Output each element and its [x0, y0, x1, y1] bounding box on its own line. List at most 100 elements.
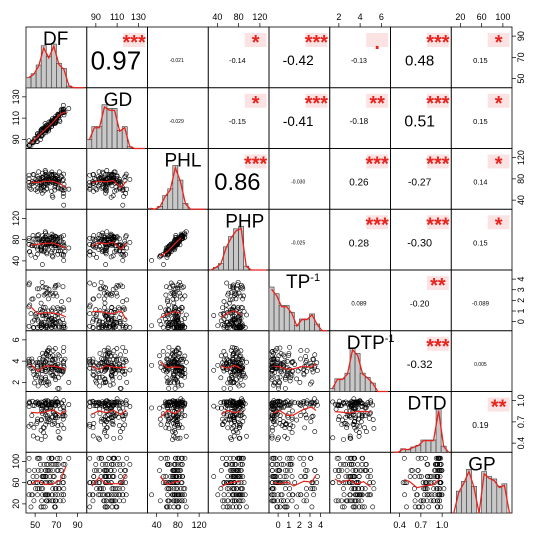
scatter-point [367, 480, 373, 486]
scatter-point [93, 314, 99, 320]
scatter-point [351, 455, 357, 461]
scatter-point [166, 486, 171, 492]
scatter-point [312, 486, 317, 492]
scatter-point [104, 354, 110, 360]
scatter-point [229, 486, 235, 492]
scatter-point [101, 498, 107, 504]
scatter-point [104, 474, 110, 479]
scatter-point [286, 461, 292, 467]
scatter-point [336, 455, 342, 461]
scatter-point [35, 246, 41, 252]
scatter-point [60, 284, 66, 290]
scatter-point [232, 498, 237, 504]
scatter-point [238, 325, 244, 330]
scatter-point [177, 290, 182, 296]
scatter-point [101, 368, 107, 374]
axis-tick-label: 90 [73, 520, 83, 530]
scatter-point [237, 474, 243, 479]
scatter-point [91, 188, 96, 194]
scatter-point [149, 362, 154, 368]
scatter-point [172, 317, 177, 323]
scatter-point [411, 486, 417, 492]
scatter-point [40, 430, 46, 435]
scatter-point [330, 480, 336, 486]
scatter-point [294, 504, 299, 510]
scatter-point [96, 169, 102, 175]
scatter-point [26, 359, 32, 364]
scatter-point [233, 468, 239, 473]
scatter-point [173, 320, 179, 325]
scatter-point [41, 425, 47, 431]
significance-stars: * [495, 93, 503, 115]
scatter-point [114, 461, 120, 467]
smooth-line [91, 179, 127, 189]
scatter-point [39, 174, 45, 180]
scatter-point [231, 345, 237, 351]
scatter-point [55, 352, 61, 358]
scatter-point [355, 461, 360, 467]
scatter-point [109, 421, 115, 426]
scatter-point [110, 370, 115, 376]
scatter-point [269, 468, 275, 473]
scatter-point [353, 427, 359, 433]
scatter-point [418, 498, 424, 504]
scatter-point [124, 245, 130, 251]
scatter-point [171, 371, 176, 376]
scatter-point [231, 322, 237, 328]
significance-highlight [426, 33, 449, 47]
smooth-line [30, 306, 67, 318]
scatter-point [240, 419, 246, 424]
scatter-point [230, 461, 236, 467]
histogram-bar [299, 318, 305, 332]
scatter-point [111, 365, 117, 371]
scatter-point [120, 307, 126, 313]
correlation-value: -0.27 [408, 177, 432, 188]
histogram-bar [45, 55, 52, 89]
scatter-point [110, 377, 116, 383]
scatter-point [277, 403, 283, 408]
scatter-point [94, 375, 100, 381]
scatter-point [40, 284, 46, 290]
scatter-point [38, 134, 44, 139]
scatter-point [90, 359, 95, 365]
scatter-point [55, 251, 61, 257]
smooth-line [30, 242, 67, 249]
scatter-point [49, 492, 55, 498]
scatter-point [164, 249, 170, 254]
scatter-point [40, 492, 45, 498]
scatter-point [173, 486, 179, 492]
histogram-bar [268, 286, 275, 332]
scatter-point [362, 425, 367, 431]
scatter-point [178, 396, 184, 402]
scatter-point [43, 498, 49, 504]
scatter-point [38, 468, 44, 473]
scatter-point [66, 245, 72, 251]
scatter-point [344, 422, 350, 428]
scatter-point [102, 417, 108, 423]
scatter-point [127, 240, 133, 245]
scatter-point [271, 358, 277, 364]
scatter-point [149, 405, 154, 411]
scatter-point [38, 399, 44, 405]
scatter-point [351, 396, 357, 402]
scatter-point [43, 325, 49, 330]
scatter-point [90, 319, 95, 325]
correlation-value: 0.51 [404, 114, 435, 131]
scatter-point [53, 357, 58, 362]
scatter-point [96, 183, 102, 189]
scatter-point [230, 317, 235, 323]
scatter-point [103, 262, 108, 267]
axis-tick-label: 110 [11, 111, 21, 125]
scatter-point [310, 413, 316, 419]
axis-tick-label: 120 [11, 211, 21, 226]
scatter-point [116, 305, 121, 310]
scatter-point [104, 425, 110, 431]
scatter-point [56, 386, 62, 391]
scatter-point [56, 169, 62, 175]
axis-tick-label: 50 [30, 520, 40, 530]
scatter-point [431, 498, 437, 504]
scatter-point [277, 380, 283, 386]
scatter-point [53, 492, 58, 498]
scatter-point [237, 423, 242, 428]
